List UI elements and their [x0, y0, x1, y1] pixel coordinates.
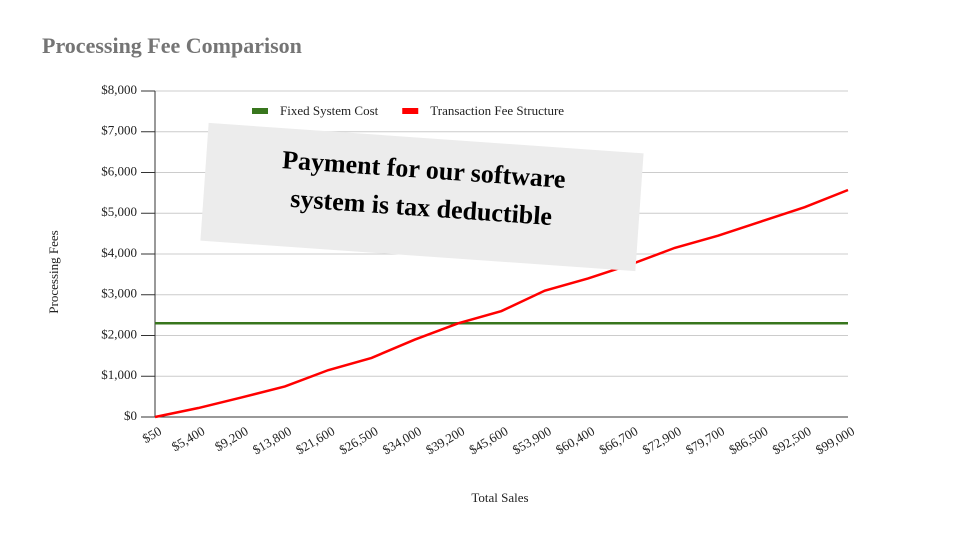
y-tick-label: $4,000: [101, 245, 137, 260]
legend-label: Transaction Fee Structure: [430, 103, 564, 118]
y-tick-label: $8,000: [101, 82, 137, 97]
x-tick-label: $26,500: [336, 423, 380, 457]
y-tick-label: $3,000: [101, 286, 137, 301]
x-tick-label: $45,600: [466, 423, 510, 457]
x-tick-label: $39,200: [423, 423, 467, 457]
chart-title: Processing Fee Comparison: [42, 33, 302, 58]
legend-swatch: [402, 108, 419, 114]
y-axis-title: Processing Fees: [46, 230, 61, 313]
x-tick-label: $13,800: [250, 423, 294, 457]
y-tick-label: $0: [124, 408, 137, 423]
x-tick-label: $92,500: [770, 423, 814, 457]
series-line: [154, 188, 849, 419]
x-tick-label: $5,400: [169, 423, 207, 454]
x-tick-label: $34,000: [380, 423, 424, 457]
x-tick-label: $99,000: [813, 423, 857, 457]
x-tick-label: $9,200: [212, 423, 250, 454]
x-tick-label: $60,400: [553, 423, 597, 457]
annotation-box: [200, 122, 644, 272]
y-tick-label: $6,000: [101, 163, 137, 178]
x-tick-label: $79,700: [683, 423, 727, 457]
annotation: Payment for our software system is tax d…: [200, 122, 644, 272]
y-tick-label: $2,000: [101, 326, 137, 341]
x-tick-label: $66,700: [596, 423, 640, 457]
x-tick-label: $72,900: [640, 423, 684, 457]
y-tick-label: $5,000: [101, 204, 137, 219]
legend-swatch: [252, 108, 268, 114]
legend-label: Fixed System Cost: [280, 103, 379, 118]
y-tick-label: $7,000: [101, 123, 137, 138]
y-tick-label: $1,000: [101, 367, 137, 382]
x-tick-label: $86,500: [726, 423, 770, 457]
x-tick-label: $50: [140, 423, 164, 446]
x-tick-label: $53,900: [510, 423, 554, 457]
x-tick-label: $21,600: [293, 423, 337, 457]
x-axis-title: Total Sales: [471, 490, 528, 505]
